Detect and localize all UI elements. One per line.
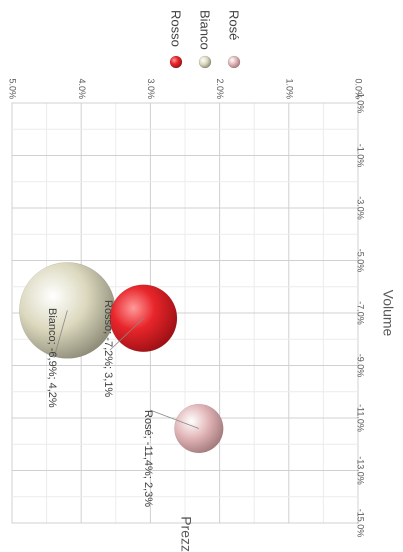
y-tick-label: 4.0%	[77, 78, 87, 99]
leader-line	[149, 409, 199, 429]
legend: Rosso Bianco Rosé	[169, 10, 242, 69]
x-axis-title: Volume	[380, 290, 396, 337]
y-tick-label: 0.0%	[354, 78, 364, 99]
leader-line	[53, 310, 68, 359]
x-tick-label: -7.0%	[356, 301, 366, 325]
data-label: Rosé; -11,4%; 2,3%	[142, 410, 154, 507]
y-axis-title: Prezzo	[178, 516, 194, 552]
x-tick-label: -3.0%	[356, 196, 366, 220]
legend-label: Rosso	[169, 10, 184, 47]
legend-marker	[227, 55, 241, 69]
x-tick-label: -11.0%	[356, 404, 366, 432]
y-tick-label: 5.0%	[8, 78, 18, 99]
data-labels: Rosso; -7,2%; 3,1% Bianco; -6,9%; 4,2% Ros…	[46, 300, 154, 507]
y-tick-label: 1.0%	[284, 78, 294, 99]
x-tick-label: -9.0%	[356, 354, 366, 378]
y-tick-label: 3.0%	[146, 78, 156, 99]
legend-label: Bianco	[198, 10, 213, 50]
legend-label: Rosé	[227, 10, 242, 40]
legend-marker	[169, 55, 183, 69]
legend-marker	[198, 55, 212, 69]
leader-line	[109, 317, 144, 351]
data-label-leaders	[53, 310, 199, 429]
y-axis-tick-labels: 0.0% 1.0% 2.0% 3.0% 4.0% 5.0%	[8, 78, 364, 99]
data-label: Bianco; -6,9%; 4,2%	[46, 308, 58, 408]
x-tick-label: -1.0%	[356, 144, 366, 168]
x-tick-label: 1.0%	[356, 93, 366, 114]
data-label: Rosso; -7,2%; 3,1%	[102, 300, 114, 397]
x-tick-label: -5.0%	[356, 249, 366, 273]
plot-area	[11, 102, 359, 524]
x-tick-label: -13.0%	[356, 456, 366, 485]
y-tick-label: 2.0%	[215, 78, 225, 99]
x-tick-label: -15.0%	[356, 509, 366, 538]
x-axis-tick-labels: -15.0% -13.0% -11.0% -9.0% -7.0% -5.0% -3.0% -1…	[356, 93, 366, 538]
